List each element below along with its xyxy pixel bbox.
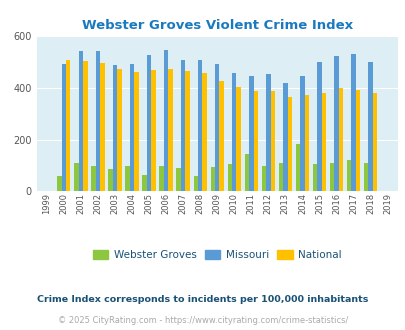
- Bar: [265, 74, 270, 191]
- Bar: [261, 166, 265, 191]
- Bar: [219, 81, 223, 191]
- Bar: [232, 73, 236, 191]
- Bar: [236, 87, 240, 191]
- Bar: [287, 97, 291, 191]
- Bar: [125, 166, 130, 191]
- Bar: [329, 163, 333, 191]
- Bar: [198, 60, 202, 191]
- Bar: [202, 73, 206, 191]
- Bar: [367, 62, 372, 191]
- Bar: [253, 91, 257, 191]
- Bar: [83, 61, 87, 191]
- Bar: [193, 176, 198, 191]
- Bar: [176, 168, 181, 191]
- Bar: [215, 64, 219, 191]
- Bar: [282, 83, 287, 191]
- Bar: [249, 76, 253, 191]
- Bar: [321, 93, 325, 191]
- Bar: [130, 64, 134, 191]
- Bar: [295, 144, 299, 191]
- Text: Crime Index corresponds to incidents per 100,000 inhabitants: Crime Index corresponds to incidents per…: [37, 295, 368, 304]
- Bar: [74, 163, 79, 191]
- Bar: [108, 169, 113, 191]
- Bar: [363, 163, 367, 191]
- Bar: [91, 166, 96, 191]
- Legend: Webster Groves, Missouri, National: Webster Groves, Missouri, National: [88, 246, 345, 265]
- Bar: [244, 154, 249, 191]
- Bar: [134, 72, 138, 191]
- Bar: [350, 54, 355, 191]
- Bar: [79, 51, 83, 191]
- Title: Webster Groves Violent Crime Index: Webster Groves Violent Crime Index: [81, 19, 352, 32]
- Bar: [338, 88, 342, 191]
- Bar: [312, 164, 316, 191]
- Bar: [164, 50, 168, 191]
- Bar: [113, 65, 117, 191]
- Bar: [333, 56, 338, 191]
- Text: © 2025 CityRating.com - https://www.cityrating.com/crime-statistics/: © 2025 CityRating.com - https://www.city…: [58, 316, 347, 325]
- Bar: [100, 63, 104, 191]
- Bar: [151, 70, 155, 191]
- Bar: [210, 167, 215, 191]
- Bar: [66, 60, 70, 191]
- Bar: [96, 51, 100, 191]
- Bar: [346, 160, 350, 191]
- Bar: [355, 89, 359, 191]
- Bar: [147, 55, 151, 191]
- Bar: [304, 95, 308, 191]
- Bar: [159, 166, 164, 191]
- Bar: [62, 64, 66, 191]
- Bar: [185, 71, 189, 191]
- Bar: [181, 60, 185, 191]
- Bar: [278, 163, 282, 191]
- Bar: [372, 93, 376, 191]
- Bar: [117, 69, 121, 191]
- Bar: [142, 175, 147, 191]
- Bar: [57, 176, 62, 191]
- Bar: [299, 76, 304, 191]
- Bar: [227, 164, 232, 191]
- Bar: [270, 91, 274, 191]
- Bar: [168, 69, 172, 191]
- Bar: [316, 62, 321, 191]
